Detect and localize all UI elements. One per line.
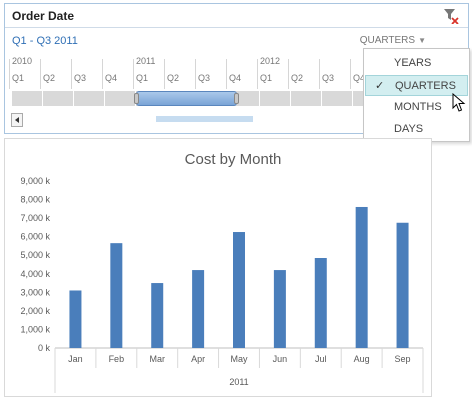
scroll-left-arrow-icon[interactable]	[11, 113, 23, 127]
y-tick-label: 5,000 k	[20, 250, 50, 260]
y-tick-label: 0 k	[38, 343, 51, 353]
timeline-quarter-label[interactable]: Q1	[12, 73, 25, 83]
timeline-tick	[164, 59, 165, 89]
bar-jan	[69, 290, 82, 348]
menu-item-months[interactable]: MONTHS	[365, 97, 468, 118]
y-tick-label: 3,000 k	[20, 287, 50, 297]
bar-jun	[273, 270, 286, 348]
y-tick-label: 1,000 k	[20, 324, 50, 334]
x-tick-label: Apr	[191, 354, 205, 364]
chevron-down-icon: ▼	[418, 36, 426, 45]
bar-mar	[151, 283, 164, 348]
selection-range-label: Q1 - Q3 2011	[12, 35, 78, 47]
y-tick-label: 8,000 k	[20, 195, 50, 205]
timeline-tick	[102, 59, 103, 89]
timeline-tick	[195, 59, 196, 89]
timeline-tick	[319, 59, 320, 89]
bar-jul	[314, 258, 327, 348]
track-separator	[42, 91, 43, 106]
menu-item-label: YEARS	[394, 57, 432, 69]
timeline-selection-bar[interactable]	[134, 91, 239, 106]
menu-item-label: MONTHS	[394, 101, 442, 113]
bar-feb	[110, 243, 123, 348]
bar-may	[233, 232, 245, 348]
checkmark-icon: ✓	[375, 80, 385, 92]
x-tick-label: May	[230, 354, 248, 364]
timeline-quarter-label[interactable]: Q3	[322, 73, 335, 83]
track-separator	[321, 91, 322, 106]
x-tick-label: Feb	[109, 354, 125, 364]
timeline-year-label: 2010	[12, 56, 33, 66]
menu-item-label: QUARTERS	[395, 80, 456, 92]
y-tick-label: 2,000 k	[20, 306, 50, 316]
x-tick-label: Jun	[273, 354, 288, 364]
timeline-ticks	[5, 59, 468, 91]
track-separator	[104, 91, 105, 106]
time-level-menu: YEARS ✓ QUARTERS MONTHS DAYS	[363, 48, 470, 142]
x-tick-label: Sep	[395, 354, 411, 364]
time-level-dropdown[interactable]: QUARTERS ▼	[360, 35, 426, 46]
track-separator	[290, 91, 291, 106]
bar-sep	[396, 222, 409, 348]
menu-item-quarters[interactable]: ✓ QUARTERS	[365, 75, 468, 96]
selection-start-handle[interactable]	[134, 93, 139, 104]
timeline-quarter-label[interactable]: Q1	[260, 73, 273, 83]
timeline-track[interactable]	[12, 91, 407, 106]
bar-aug	[355, 206, 368, 348]
timeline-quarter-label[interactable]: Q2	[43, 73, 56, 83]
timeline-quarter-label[interactable]: Q3	[74, 73, 87, 83]
time-level-label: QUARTERS	[359, 35, 416, 46]
chart-title: Cost by Month	[185, 151, 282, 168]
x-group-label: 2011	[229, 377, 248, 387]
timeline-scrollbar-thumb[interactable]	[156, 116, 253, 122]
timeline-quarter-label[interactable]: Q3	[198, 73, 211, 83]
clear-filter-icon[interactable]	[443, 8, 459, 24]
y-tick-label: 6,000 k	[20, 232, 50, 242]
timeline-quarter-label[interactable]: Q2	[291, 73, 304, 83]
x-tick-label: Mar	[149, 354, 165, 364]
timeline-quarter-label[interactable]: Q1	[136, 73, 149, 83]
timeline-tick	[9, 59, 10, 89]
timeline-tick	[226, 59, 227, 89]
timeline-tick	[288, 59, 289, 89]
menu-item-days[interactable]: DAYS	[365, 119, 468, 140]
slicer-title: Order Date	[12, 9, 75, 23]
timeline-tick	[133, 59, 134, 89]
track-separator	[259, 91, 260, 106]
timeline-quarter-label[interactable]: Q4	[353, 73, 366, 83]
timeline-quarter-label[interactable]: Q2	[167, 73, 180, 83]
track-separator	[73, 91, 74, 106]
timeline-year-label: 2011	[136, 56, 156, 66]
timeline-tick	[257, 59, 258, 89]
timeline-quarters: Q1 Q2 Q3 Q4 Q1 Q2 Q3 Q4 Q1 Q2 Q3 Q4	[5, 73, 468, 87]
timeline-years: 2010 2011 2012	[5, 56, 468, 70]
mouse-cursor-icon	[452, 93, 466, 112]
x-tick-label: Jan	[68, 354, 83, 364]
timeline-quarter-label[interactable]: Q4	[105, 73, 118, 83]
y-tick-label: 4,000 k	[20, 269, 50, 279]
timeline-year-label: 2012	[260, 56, 281, 66]
selection-end-handle[interactable]	[234, 93, 239, 104]
timeline-tick	[71, 59, 72, 89]
y-tick-label: 9,000 k	[20, 176, 50, 186]
x-tick-label: Aug	[354, 354, 370, 364]
menu-item-years[interactable]: YEARS	[365, 53, 468, 74]
cost-by-month-chart: Cost by Month 0 k 1,000 k 2,000 k 3,000 k 4,0…	[4, 138, 432, 397]
bar-apr	[192, 270, 205, 348]
timeline-tick	[40, 59, 41, 89]
chart-canvas: Cost by Month 0 k 1,000 k 2,000 k 3,000 k 4,0…	[20, 151, 424, 393]
slicer-header: Order Date	[5, 4, 468, 28]
track-separator	[352, 91, 353, 106]
x-tick-label: Jul	[315, 354, 327, 364]
menu-item-label: DAYS	[394, 123, 424, 135]
timeline-quarter-label[interactable]: Q4	[229, 73, 242, 83]
y-tick-label: 7,000 k	[20, 213, 50, 223]
timeline-tick	[350, 59, 351, 89]
